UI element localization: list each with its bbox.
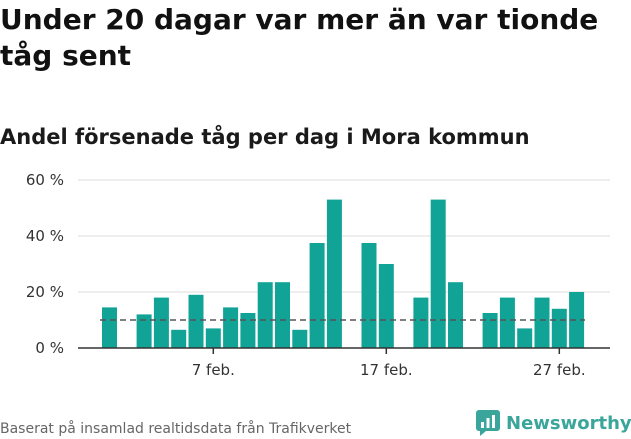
bar [275, 282, 290, 348]
y-tick-label: 40 % [26, 227, 64, 245]
bar [551, 308, 567, 348]
bar [378, 264, 394, 348]
bar [153, 297, 169, 348]
bar [517, 328, 533, 348]
source-note: Baserat på insamlad realtidsdata från Tr… [0, 421, 352, 437]
bar [309, 243, 325, 348]
y-tick-label: 20 % [26, 283, 64, 301]
bar [188, 294, 204, 348]
bar [326, 199, 342, 348]
bar [136, 314, 152, 348]
bar [102, 307, 117, 348]
x-tick-label: 7 feb. [192, 361, 235, 379]
bar [534, 297, 550, 348]
brand-name: Newsworthy [506, 412, 631, 434]
bar [205, 328, 221, 348]
brand-logo: Newsworthy [476, 408, 631, 438]
bar [171, 329, 187, 348]
bar [240, 313, 256, 348]
bar [569, 292, 585, 348]
bar-chart: 0 % 20 % 40 % 60 % 7 feb. 17 feb. 27 feb. [26, 171, 610, 379]
y-tick-label: 60 % [26, 171, 64, 189]
axes: 0 % 20 % 40 % 60 % 7 feb. 17 feb. 27 feb. [26, 171, 610, 379]
bar [292, 329, 308, 348]
newsworthy-logo-icon [476, 410, 500, 436]
bars [102, 199, 585, 348]
chart-subtitle: Andel försenade tåg per dag i Mora kommu… [0, 125, 530, 149]
x-tick-label: 27 feb. [533, 361, 586, 379]
y-tick-label: 0 % [35, 339, 64, 357]
bar [430, 199, 446, 348]
x-tick-label: 17 feb. [360, 361, 413, 379]
bar [482, 313, 498, 348]
bar [257, 282, 273, 348]
bar [499, 297, 515, 348]
bar [223, 307, 239, 348]
bar [361, 243, 377, 348]
bar [413, 297, 429, 348]
chart-title: Under 20 dagar var mer än var tionde tåg… [0, 3, 599, 72]
grid-lines [78, 179, 610, 293]
bar [448, 282, 463, 348]
